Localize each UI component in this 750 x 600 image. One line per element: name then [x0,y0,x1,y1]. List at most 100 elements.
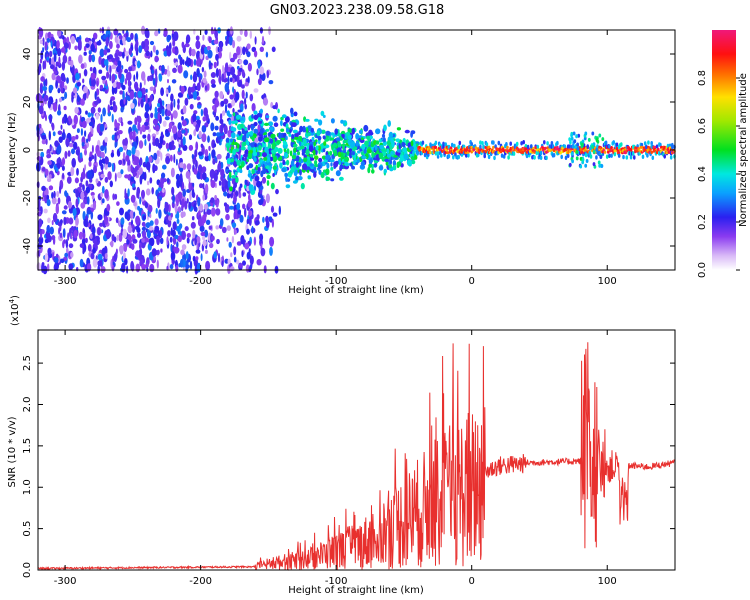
spectrogram-cell [148,204,153,213]
spectrogram-cell [185,264,190,269]
spectrogram-cell [192,113,197,123]
spectrogram-cell [66,77,69,84]
spectrogram-cell [275,147,279,151]
spectrogram-cell [130,102,135,109]
spectrogram-cell [93,165,97,174]
spectrogram-cell [58,227,61,235]
spectrogram-cell [576,146,580,151]
spectrogram-cell [195,58,201,67]
spectrogram-cell [137,122,141,131]
spectrogram-cell [71,157,76,168]
spectrogram-cell [575,156,579,161]
spectrogram-cell [40,151,45,158]
spectrogram-cell [232,52,238,60]
spectrogram-cell [41,134,47,141]
spectrogram-cell [149,213,152,218]
spectrogram-cell [330,166,334,171]
spectrogram-cell [86,138,89,143]
spectrogram-cell [545,155,548,161]
spectrogram-cell [592,162,596,167]
spectrogram-cell [198,151,203,156]
spectrogram-cell [589,146,592,151]
spectrogram-cell [120,169,124,175]
colorbar-tick-label: 0.8 [697,70,708,86]
spectrogram-cell [149,237,155,247]
spectrogram-cell [238,59,243,64]
spectrogram-cell [335,170,341,177]
spectrogram-cell [129,210,134,219]
spectrogram-cell [112,101,116,106]
spectrogram-cell [58,136,63,143]
spectrogram-cell [482,144,485,150]
spectrogram-cell [179,162,184,168]
spectrogram-cell [87,244,92,252]
spectrogram-cell [152,77,156,86]
spectrogram-cell [139,127,143,135]
spectrogram-cell [265,51,269,58]
spectrogram-cell [90,106,96,114]
spectrogram-cell [610,153,613,158]
spectrogram-cell [178,54,182,60]
spectrogram-cell [497,140,501,146]
spectrogram-cell [150,112,154,119]
spectrogram-cell [384,158,390,163]
spectrogram-cell [139,247,143,257]
spectrogram-cell [214,99,220,108]
spectrogram-cell [232,78,235,84]
spectrogram-cell [226,110,230,117]
spectrogram-cell [385,161,389,166]
spectrogram-cell [244,29,248,37]
spectrogram-cell [128,47,132,56]
spectrogram-cell [64,190,68,197]
spectrogram-cell [79,182,83,188]
spectrogram-cell [53,190,56,199]
spectrogram-cell [207,135,210,143]
spectrogram-cell [71,66,75,76]
spectrogram-cell [242,142,247,147]
spectrogram-cell [522,140,525,145]
spectrogram-cell [633,155,636,160]
spectrogram-cell [135,39,139,48]
spectrogram-cell [152,136,156,143]
spectrogram-cell [188,46,192,57]
spectrogram-cell [104,252,108,260]
spectrogram-cell [210,79,216,85]
spectrogram-cell [241,250,244,257]
spectrogram-cell [104,123,108,128]
spectrogram-cell [51,122,54,128]
spectrogram-cell [233,194,237,204]
spectrogram-cell [227,179,231,189]
spectrogram-cell [291,154,296,160]
spectrogram-cell [59,184,62,194]
spectrogram-cell [119,90,124,95]
spectrogram-cell [277,147,283,154]
spectrogram-cell [375,140,380,145]
spectrogram-cell [48,57,52,66]
spectrogram-cell [434,140,438,145]
spectrogram-cell [172,110,178,119]
spectrogram-cell [153,165,158,172]
spectrogram-cell [215,208,221,216]
spectrogram-cell [250,142,255,148]
spectrogram-cell [371,163,374,170]
spectrogram-cell [75,189,80,198]
spectrogram-cell [228,119,232,125]
spectrogram-cell [47,178,52,182]
spectrogram-cell [86,196,90,205]
spectrogram-cell [272,142,276,149]
spectrogram-cell [317,164,322,170]
spectrogram-cell [47,160,52,166]
spectrogram-cell [294,136,299,140]
spectrogram-cell [58,97,62,103]
spectrogram-cell [278,132,282,140]
spectrogram-cell [195,35,200,41]
spectrogram-cell [152,118,159,126]
spectrogram-cell [597,160,601,165]
spectrogram-cell [170,113,174,121]
spectrogram-cell [79,243,85,249]
spectrogram-cell [207,49,213,59]
spectrogram-cell [261,176,267,184]
spectrogram-cell [201,66,205,73]
spectrogram-cell [80,191,85,200]
spectrogram-cell [70,166,75,176]
